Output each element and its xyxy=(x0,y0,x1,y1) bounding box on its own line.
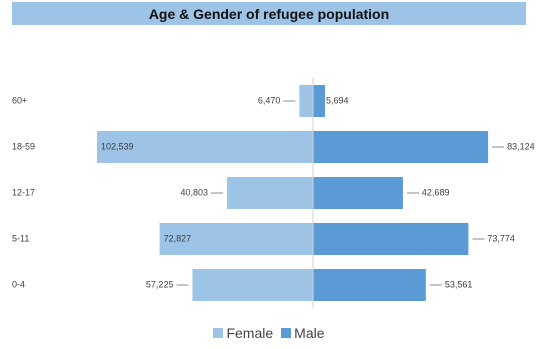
value-label-female-60-: 6,470 xyxy=(258,95,281,105)
legend-item-male: Male xyxy=(281,325,325,341)
value-label-male-60-: 5,694 xyxy=(326,95,349,105)
bar-male-18-59 xyxy=(313,131,489,163)
bar-male-0-4 xyxy=(313,269,426,301)
bar-female-18-59 xyxy=(97,131,313,163)
value-label-male-12-17: 42,689 xyxy=(422,187,450,197)
value-label-female-0-4: 57,225 xyxy=(146,279,174,289)
value-label-female-12-17: 40,803 xyxy=(181,187,209,197)
value-label-female-5-11: 72,827 xyxy=(164,233,192,243)
value-label-male-0-4: 53,561 xyxy=(445,279,473,289)
category-label-0-4: 0-4 xyxy=(12,279,25,289)
chart-title: Age & Gender of refugee population xyxy=(148,5,390,22)
bar-male-5-11 xyxy=(313,223,469,255)
category-label-60-: 60+ xyxy=(12,95,27,105)
bar-female-5-11 xyxy=(159,223,313,255)
category-label-12-17: 12-17 xyxy=(12,187,35,197)
bar-female-12-17 xyxy=(227,177,313,209)
legend-label-male: Male xyxy=(294,325,325,341)
chart-title-bar: Age & Gender of refugee population xyxy=(12,2,526,25)
value-label-male-5-11: 73,774 xyxy=(487,233,515,243)
bar-male-12-17 xyxy=(313,177,403,209)
legend-item-female: Female xyxy=(213,325,273,341)
value-label-female-18-59: 102,539 xyxy=(101,141,134,151)
legend: Female Male xyxy=(0,323,538,343)
value-label-male-18-59: 83,124 xyxy=(507,141,535,151)
category-label-5-11: 5-11 xyxy=(12,233,29,243)
bar-male-60- xyxy=(313,85,325,117)
bar-female-0-4 xyxy=(192,269,313,301)
legend-swatch-male xyxy=(281,328,292,338)
legend-swatch-female xyxy=(213,328,224,338)
legend-label-female: Female xyxy=(226,325,274,341)
bar-female-60- xyxy=(299,85,313,117)
category-label-18-59: 18-59 xyxy=(12,141,35,151)
